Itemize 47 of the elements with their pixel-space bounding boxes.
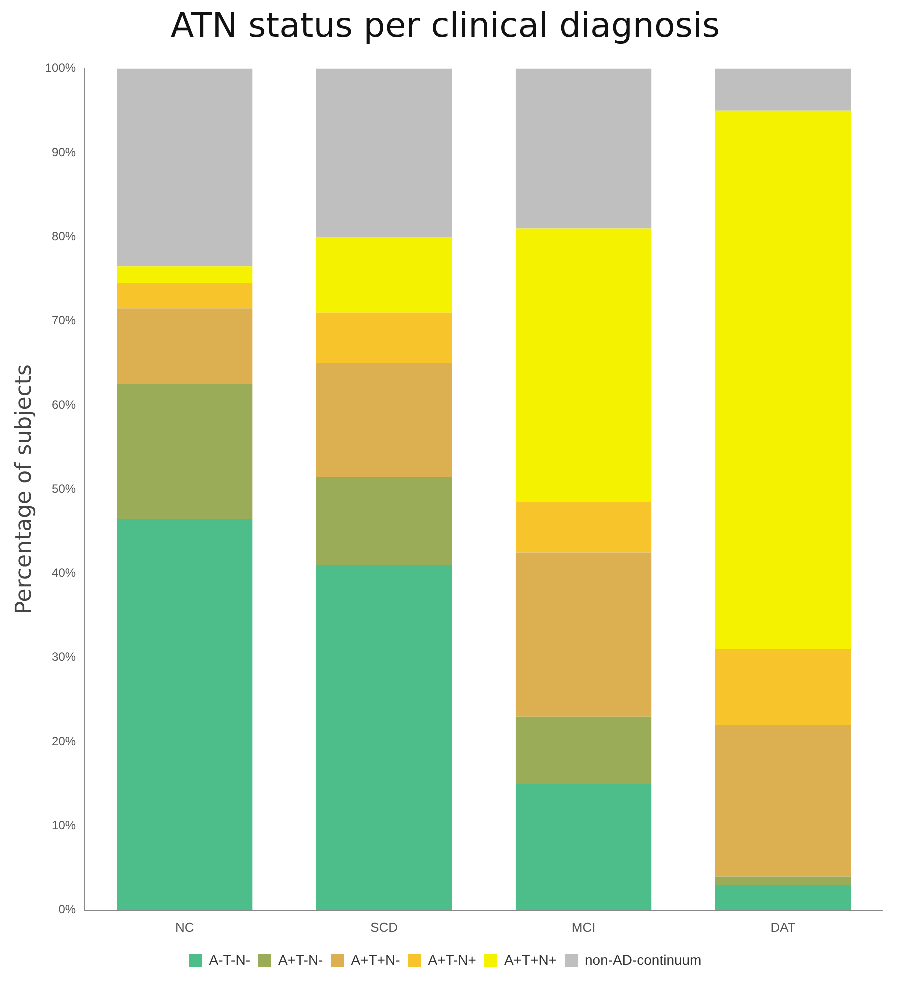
legend-label: non-AD-continuum <box>585 952 702 968</box>
x-tick-label: MCI <box>572 920 596 935</box>
bar <box>516 784 652 910</box>
bar <box>316 565 452 910</box>
bar <box>715 725 852 877</box>
bar <box>316 363 452 477</box>
y-tick-label: 90% <box>52 145 76 160</box>
x-tick-label: DAT <box>770 920 796 935</box>
y-tick-label: 40% <box>52 566 76 580</box>
bar <box>316 237 452 313</box>
bar <box>117 68 253 267</box>
bar <box>516 552 652 717</box>
bar <box>316 312 452 364</box>
y-tick-label: 80% <box>52 229 76 244</box>
bar <box>117 266 253 284</box>
bar <box>715 68 852 111</box>
x-tick-label: NC <box>175 920 194 935</box>
bar <box>117 519 253 910</box>
y-tick-label: 50% <box>52 482 76 496</box>
y-tick-label: 10% <box>52 818 76 833</box>
y-tick-label: 30% <box>52 650 76 664</box>
legend-label: A+T-N+ <box>428 952 476 968</box>
y-tick-label: 0% <box>58 902 76 917</box>
bar <box>316 476 452 566</box>
y-axis-title: Percentage of subjects <box>12 364 37 615</box>
bar <box>715 885 852 910</box>
y-tick-label: 20% <box>52 734 76 748</box>
bar <box>516 502 652 553</box>
y-tick-label: 70% <box>52 314 76 328</box>
bar <box>316 68 452 238</box>
legend-label: A+T+N- <box>351 952 401 968</box>
y-tick-label: 100% <box>45 61 76 76</box>
bar <box>715 650 852 726</box>
chart-title: ATN status per clinical diagnosis <box>170 6 720 46</box>
bar <box>117 384 253 520</box>
bar <box>516 68 652 229</box>
x-tick-label: SCD <box>370 920 398 935</box>
bar <box>516 228 652 502</box>
bar <box>715 876 852 886</box>
bar <box>117 308 253 384</box>
bar <box>715 110 852 650</box>
legend-label: A+T-N- <box>278 952 324 968</box>
bar <box>117 283 253 309</box>
legend-label: A+T+N+ <box>504 952 558 968</box>
bar <box>516 716 652 784</box>
legend-label: A-T-N- <box>209 952 251 968</box>
y-tick-label: 60% <box>52 398 76 412</box>
